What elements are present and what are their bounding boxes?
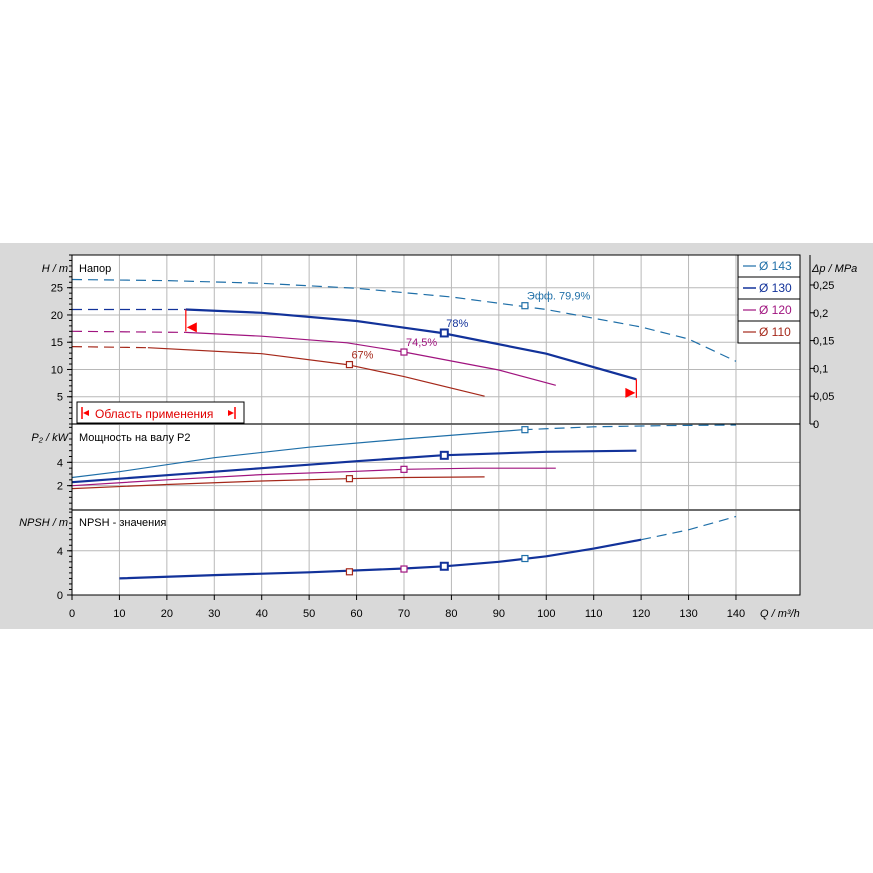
power-curve-143 [522, 424, 737, 431]
head-y-tick-label: 10 [51, 364, 63, 376]
npsh-y-tick-label: 4 [57, 546, 63, 558]
x-tick-label: 70 [398, 608, 410, 620]
npsh-y-tick-label: 0 [57, 590, 63, 602]
npsh-plot-area [72, 511, 800, 595]
head-curve-110 [71, 346, 148, 349]
pressure-tick-label: 0 [813, 419, 819, 431]
power-plot-area [72, 425, 800, 509]
power-operating-point-marker [439, 450, 449, 460]
x-tick-label: 50 [303, 608, 315, 620]
x-tick-label: 140 [727, 608, 745, 620]
npsh-operating-point-marker [521, 554, 529, 563]
range-box-label: Область применения [95, 407, 213, 421]
x-tick-label: 10 [113, 608, 125, 620]
head-operating-point-marker [439, 328, 449, 338]
flow-axis-label: Q / m³/h [760, 608, 800, 620]
x-tick-label: 0 [69, 608, 75, 620]
x-tick-label: 130 [679, 608, 697, 620]
power-curve-120 [71, 467, 556, 487]
range-box: Область применения [76, 401, 245, 424]
x-tick-label: 80 [445, 608, 457, 620]
head-operating-point-marker [521, 302, 529, 310]
head-y-tick-label: 15 [51, 337, 63, 349]
legend-label-143: Ø 143 [759, 259, 792, 273]
npsh-operating-point-marker [400, 565, 408, 573]
head-y-tick-label: 25 [51, 283, 63, 295]
x-tick-label: 90 [493, 608, 505, 620]
range-max-arrow [625, 387, 636, 398]
efficiency-label: 67% [351, 350, 373, 362]
npsh-operating-point-marker [439, 561, 449, 571]
x-tick-label: 60 [350, 608, 362, 620]
efficiency-label: Эфф. 79,9% [527, 291, 591, 303]
npsh-axis-label: NPSH / m [19, 517, 68, 529]
head-curve-130 [185, 308, 637, 381]
head-axis-label: H / m [42, 263, 68, 275]
power-curve-130 [71, 449, 637, 484]
pressure-tick-label: 0,2 [813, 308, 828, 320]
power-y-tick-label: 4 [57, 457, 63, 469]
power-y-tick-label: 2 [57, 481, 63, 493]
head-curve-120 [185, 331, 556, 386]
pressure-tick-label: 0,05 [813, 391, 834, 403]
pressure-tick-label: 0,15 [813, 336, 834, 348]
power-operating-point-marker [400, 465, 408, 473]
range-min-arrow [186, 322, 197, 333]
head-y-tick-label: 20 [51, 310, 63, 322]
head-operating-point-marker [400, 348, 408, 356]
head-plot-area [72, 255, 800, 423]
head-y-tick-label: 5 [57, 392, 63, 404]
x-tick-label: 110 [585, 608, 603, 620]
legend-label-130: Ø 130 [759, 281, 792, 295]
efficiency-label: 74,5% [406, 337, 437, 349]
power-operating-point-marker [345, 475, 354, 483]
pressure-tick-label: 0,1 [813, 363, 828, 375]
x-tick-label: 120 [632, 608, 650, 620]
x-tick-label: 20 [161, 608, 173, 620]
npsh-curve-143 [640, 515, 737, 541]
power-axis-label: P₂ / kW [31, 432, 69, 444]
legend: Ø 143 Ø 130 Ø 120 Ø 110 [737, 254, 801, 344]
power-panel-title: Мощность на валу P2 [79, 432, 191, 444]
power-operating-point-marker [521, 426, 529, 434]
legend-label-120: Ø 120 [759, 303, 792, 317]
x-tick-label: 30 [208, 608, 220, 620]
x-tick-label: 100 [537, 608, 555, 620]
efficiency-label: 78% [446, 318, 468, 330]
npsh-panel-title: NPSH - значения [79, 517, 166, 529]
x-tick-label: 40 [256, 608, 268, 620]
legend-label-110: Ø 110 [759, 325, 791, 339]
head-panel-title: Напор [79, 263, 111, 275]
power-curve-143 [71, 429, 523, 479]
head-operating-point-marker [345, 360, 354, 369]
pressure-axis-label: Δp / MPa [811, 263, 857, 275]
head-curve-120 [71, 330, 186, 333]
power-curve-110 [71, 476, 485, 490]
npsh-operating-point-marker [345, 568, 354, 576]
pressure-tick-label: 0,25 [813, 280, 834, 292]
